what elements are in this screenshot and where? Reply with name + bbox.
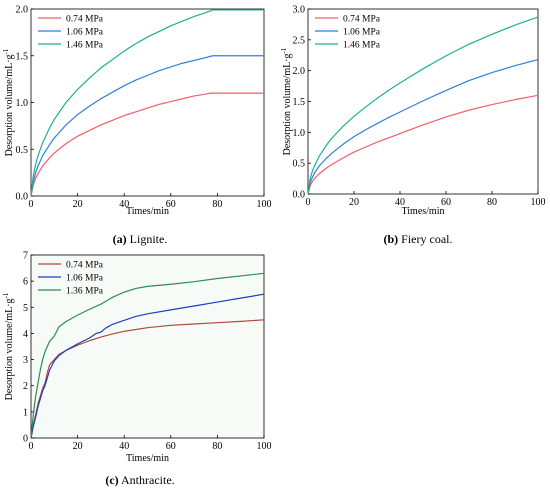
legend-entry: 1.06 MPa bbox=[66, 28, 104, 38]
plot-background bbox=[31, 255, 264, 438]
y-tick-label: 2 bbox=[23, 381, 28, 392]
panel-caption-text: Anthracite. bbox=[119, 473, 175, 487]
y-tick-label: 1 bbox=[23, 407, 28, 418]
legend-entry: 0.74 MPa bbox=[66, 261, 104, 271]
y-tick-label: 5 bbox=[23, 303, 28, 314]
chart-panel-fiery-coal: 0 20 40 60 80 100 0.0 0.5 1.0 1.5 2.0 2.5 3.0 Times/m… bbox=[280, 5, 546, 247]
x-tick-label: 40 bbox=[395, 197, 405, 208]
series-line-0-74-mpa bbox=[307, 94, 539, 195]
series-line-1-36-mpa bbox=[30, 272, 265, 439]
x-tick-label: 80 bbox=[487, 197, 497, 208]
y-axis-label: Desorption volume/mL·g-1 bbox=[280, 47, 293, 155]
x-tick-label: 0 bbox=[29, 199, 34, 210]
x-tick-label: 60 bbox=[166, 199, 176, 210]
y-axis-label-unit-exponent: -1 bbox=[2, 48, 10, 54]
panel-caption-text: Lignite. bbox=[127, 232, 168, 246]
chart-panel-anthracite: 0 20 40 60 80 100 0 1 2 3 4 5 6 7 Times/min Desorption … bbox=[2, 251, 272, 488]
legend-entry: 0.74 MPa bbox=[66, 15, 104, 25]
series-line-1-06-mpa bbox=[307, 58, 539, 195]
y-axis-label: Desorption volume/mL·g-1 bbox=[2, 292, 15, 400]
x-tick-label: 80 bbox=[212, 441, 222, 452]
y-tick-label: 2.0 bbox=[293, 66, 306, 77]
y-tick-label: 7 bbox=[23, 251, 28, 262]
y-tick-label: 2.0 bbox=[16, 5, 29, 16]
y-tick-label: 0.0 bbox=[293, 190, 306, 201]
y-tick-label: 2.5 bbox=[293, 35, 306, 46]
x-tick-label: 20 bbox=[349, 197, 359, 208]
series-line-1-06-mpa bbox=[30, 55, 264, 197]
x-tick-label: 60 bbox=[166, 441, 176, 452]
x-tick-label: 60 bbox=[441, 197, 451, 208]
x-tick-label: 20 bbox=[73, 199, 83, 210]
legend-entry: 1.06 MPa bbox=[66, 274, 104, 284]
x-tick-label: 80 bbox=[212, 199, 222, 210]
x-tick-label: 40 bbox=[119, 199, 129, 210]
y-tick-label: 3 bbox=[23, 355, 28, 366]
y-tick-label: 0.0 bbox=[16, 192, 29, 203]
y-tick-label: 1.5 bbox=[293, 97, 306, 108]
y-tick-label: 4 bbox=[23, 329, 28, 340]
x-axis-label: Times/min bbox=[126, 206, 169, 217]
panel-caption-label: (a) bbox=[113, 232, 127, 246]
x-axis-label: Times/min bbox=[126, 453, 169, 464]
y-axis-label-unit-exponent: -1 bbox=[280, 47, 288, 53]
panel-caption: (a) Lignite. bbox=[113, 232, 168, 246]
legend-entry: 0.74 MPa bbox=[343, 15, 381, 25]
y-tick-label: 3.0 bbox=[293, 5, 306, 16]
x-tick-label: 100 bbox=[257, 199, 272, 210]
panel-caption: (c) Anthracite. bbox=[105, 473, 174, 487]
series-line-0-74-mpa bbox=[30, 92, 264, 197]
y-tick-label: 0 bbox=[23, 434, 28, 445]
y-tick-label: 0.5 bbox=[293, 159, 306, 170]
chart-panel-lignite: 0 20 40 60 80 100 0.0 0.5 1.0 1.5 2.0 Times/min Deso… bbox=[2, 5, 272, 247]
series-line-1-06-mpa bbox=[30, 293, 265, 439]
legend-entry: 1.46 MPa bbox=[343, 41, 381, 51]
x-tick-label: 0 bbox=[306, 197, 311, 208]
x-tick-label: 40 bbox=[119, 441, 129, 452]
y-tick-label: 1.0 bbox=[16, 98, 29, 109]
series-line-1-46-mpa bbox=[307, 16, 539, 195]
panel-caption-label: (b) bbox=[384, 232, 399, 246]
x-tick-label: 100 bbox=[531, 197, 546, 208]
x-axis-label: Times/min bbox=[402, 206, 445, 217]
y-tick-label: 0.5 bbox=[16, 145, 29, 156]
panel-caption: (b) Fiery coal. bbox=[384, 232, 453, 246]
plot-frame bbox=[30, 254, 265, 439]
series-line-1-46-mpa bbox=[30, 9, 264, 197]
y-tick-label: 6 bbox=[23, 277, 28, 288]
panel-caption-text: Fiery coal. bbox=[398, 232, 452, 246]
legend-entry: 1.46 MPa bbox=[66, 41, 104, 51]
y-axis-label: Desorption volume/mL·g-1 bbox=[2, 48, 15, 156]
legend-entry: 1.06 MPa bbox=[343, 28, 381, 38]
x-tick-label: 0 bbox=[29, 441, 34, 452]
panel-caption-label: (c) bbox=[105, 473, 118, 487]
y-axis-label-unit-exponent: -1 bbox=[2, 292, 10, 298]
legend-entry: 1.36 MPa bbox=[66, 287, 104, 297]
y-tick-label: 1.0 bbox=[293, 128, 306, 139]
y-tick-label: 1.5 bbox=[16, 51, 29, 62]
x-tick-label: 100 bbox=[257, 441, 272, 452]
x-tick-label: 20 bbox=[73, 441, 83, 452]
